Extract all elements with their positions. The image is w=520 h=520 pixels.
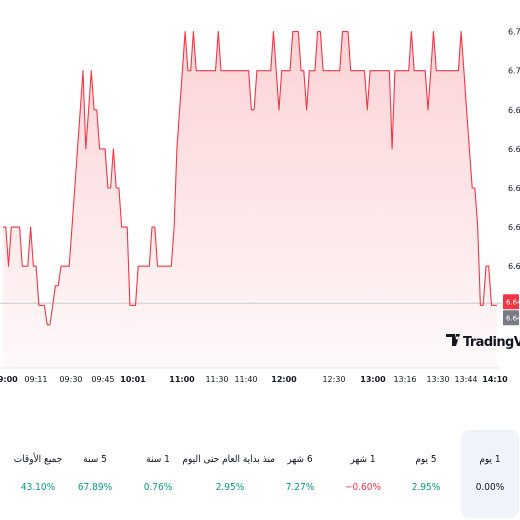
period-change-value: 0.76% — [143, 482, 173, 493]
x-tick-label: 09:11 — [24, 375, 47, 384]
period-change-value: 67.89% — [77, 482, 113, 493]
x-tick-label: 13:16 — [393, 375, 416, 384]
tradingview-logo[interactable]: TradingView — [446, 334, 520, 350]
y-tick-label: 6.68 — [508, 145, 520, 154]
y-tick-label: 6.67 — [508, 184, 520, 193]
x-tick-label: 13:44 — [454, 375, 477, 384]
y-tick-label: 6.70 — [508, 67, 520, 76]
period-selector: 1 يوم 0.00% 5 يوم 2.95% 1 شهر −0.60% 6 شهر 7.27… — [0, 430, 520, 520]
price-chart[interactable]: 6.65 6.66 6.67 6.68 6.69 6.70 6.71 09:00 09:11 0… — [0, 0, 520, 390]
period-button[interactable]: 5 يوم 2.95% — [381, 430, 471, 518]
x-tick-label: 12:30 — [322, 375, 345, 384]
period-label: جميع الأوقات — [13, 454, 63, 465]
period-change-value: 7.27% — [285, 482, 315, 493]
y-tick-label: 6.71 — [508, 28, 520, 37]
period-label: 1 يوم — [479, 454, 501, 465]
y-tick-label: 6.65 — [508, 262, 520, 271]
period-button[interactable]: 1 سنة 0.76% — [113, 430, 203, 518]
y-tick-label: 6.69 — [508, 106, 520, 115]
x-tick-label: 13:00 — [360, 375, 386, 384]
y-tick-label: 6.66 — [508, 223, 520, 232]
price-area — [3, 31, 497, 368]
period-button[interactable]: 6 شهر 7.27% — [255, 430, 345, 518]
x-tick-label: 09:00 — [0, 375, 18, 384]
previous-close-label: 6.64 — [506, 314, 520, 322]
x-tick-label: 09:30 — [59, 375, 82, 384]
period-label: 1 شهر — [350, 454, 376, 465]
x-tick-label: 11:40 — [234, 375, 257, 384]
period-change-value: 0.00% — [475, 482, 505, 493]
period-label: منذ بداية العام حتى اليوم — [182, 454, 275, 465]
period-label: 5 سنة — [83, 454, 107, 465]
current-price-tag: 6.64 — [503, 294, 520, 310]
period-change-value: −0.60% — [344, 482, 382, 493]
x-tick-label: 10:01 — [120, 375, 146, 384]
period-label: 6 شهر — [287, 454, 313, 465]
period-button[interactable]: منذ بداية العام حتى اليوم 2.95% — [182, 430, 275, 518]
price-line — [3, 31, 497, 326]
period-button[interactable]: 5 سنة 67.89% — [50, 430, 140, 518]
current-price-label: 6.64 — [506, 298, 520, 306]
period-change-value: 2.95% — [215, 482, 245, 493]
period-change-value: 2.95% — [411, 482, 441, 493]
period-label: 5 يوم — [415, 454, 437, 465]
tradingview-wordmark: TradingView — [463, 335, 520, 350]
x-tick-label: 11:30 — [205, 375, 228, 384]
period-button[interactable]: جميع الأوقات 43.10% — [0, 430, 83, 518]
x-tick-label: 13:30 — [426, 375, 449, 384]
x-tick-label: 09:45 — [91, 375, 114, 384]
x-tick-label: 11:00 — [169, 375, 195, 384]
period-change-value: 43.10% — [20, 482, 56, 493]
previous-close-tag: 6.64 — [503, 310, 520, 326]
x-tick-label: 12:00 — [271, 375, 297, 384]
period-label: 1 سنة — [146, 454, 170, 465]
tradingview-logo-icon — [446, 334, 460, 346]
period-button[interactable]: 1 شهر −0.60% — [318, 430, 408, 518]
period-button[interactable]: 1 يوم 0.00% — [461, 430, 519, 518]
chart-svg: 6.65 6.66 6.67 6.68 6.69 6.70 6.71 09:00 09:11 0… — [0, 28, 520, 384]
x-tick-label: 14:10 — [482, 375, 508, 384]
